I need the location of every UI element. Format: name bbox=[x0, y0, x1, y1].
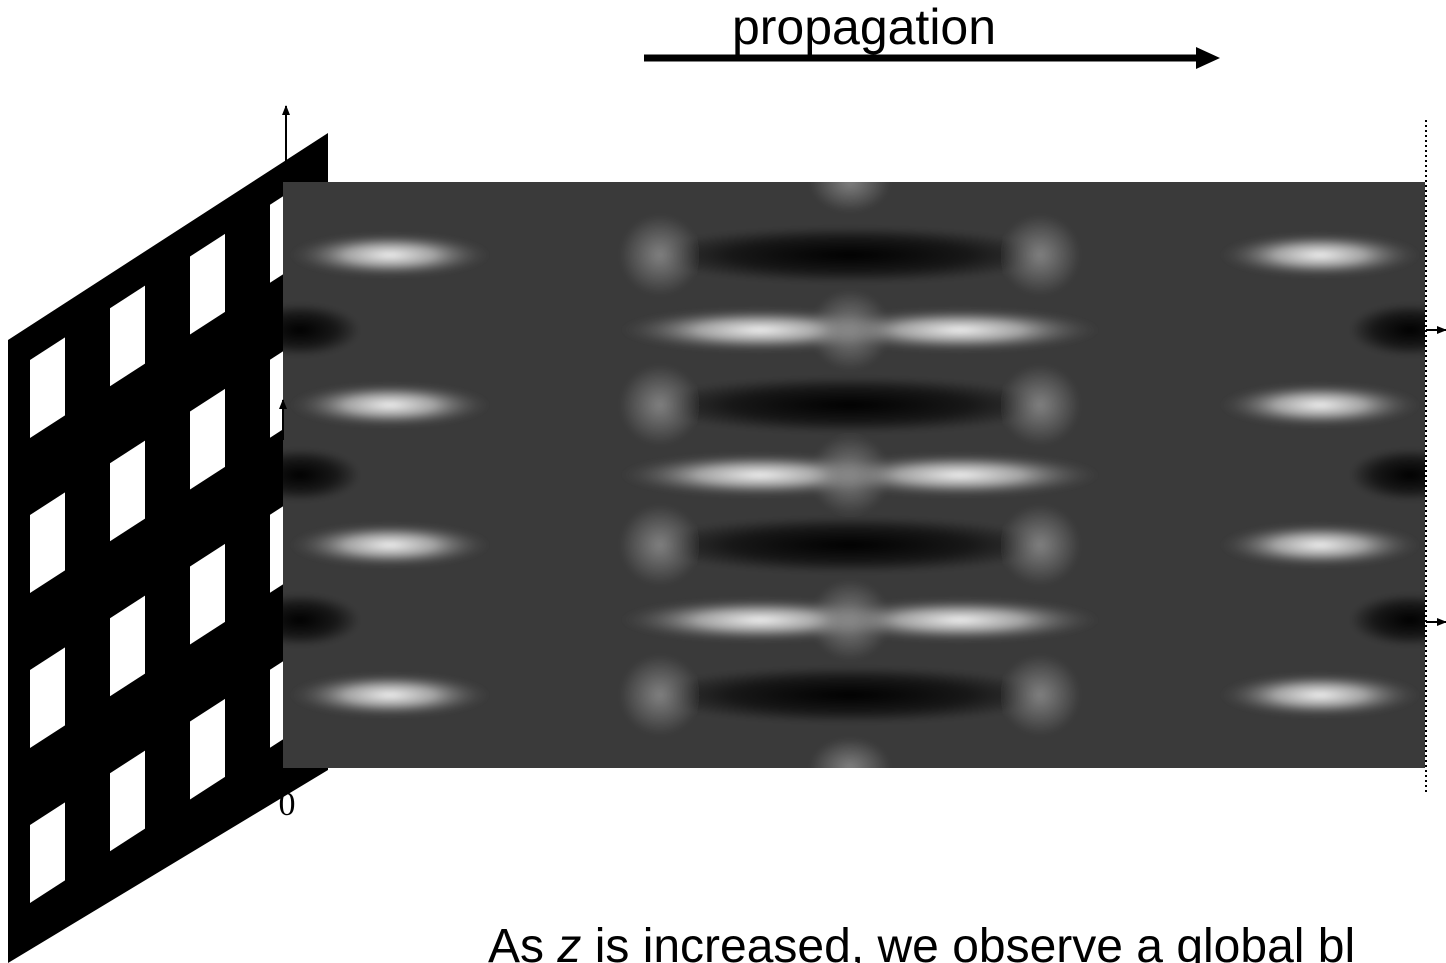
bright-fringe bbox=[1220, 523, 1420, 567]
dark-node bbox=[650, 667, 1050, 723]
dark-node bbox=[650, 227, 1050, 283]
grey-diamond bbox=[810, 435, 890, 515]
grey-diamond bbox=[810, 738, 890, 798]
grey-diamond bbox=[620, 215, 700, 295]
caption-part: is increased, we observe a global bl bbox=[581, 920, 1355, 963]
caption-part: As bbox=[488, 920, 557, 963]
grey-diamond bbox=[620, 505, 700, 585]
bright-fringe bbox=[290, 523, 490, 567]
grey-diamond bbox=[620, 655, 700, 735]
bright-fringe bbox=[290, 673, 490, 717]
grey-diamond bbox=[810, 580, 890, 660]
diagram: propagation 0 As z is increased, we obse… bbox=[0, 0, 1446, 963]
page: {"header": {"title": "propagation"}, "ax… bbox=[0, 0, 1446, 963]
caption: As z is increased, we observe a global b… bbox=[488, 920, 1355, 963]
grating-mask bbox=[8, 133, 328, 963]
grey-diamond bbox=[810, 152, 890, 212]
dark-node bbox=[650, 377, 1050, 433]
propagation-label: propagation bbox=[732, 0, 996, 55]
bright-fringe bbox=[1220, 383, 1420, 427]
caption-part: z bbox=[556, 920, 581, 963]
propagation-arrow-head bbox=[1196, 47, 1220, 69]
bright-fringe bbox=[290, 233, 490, 277]
grey-diamond bbox=[1000, 505, 1080, 585]
grey-diamond bbox=[1000, 365, 1080, 445]
bright-fringe bbox=[1220, 673, 1420, 717]
grey-diamond bbox=[1000, 655, 1080, 735]
origin-label: 0 bbox=[279, 786, 296, 823]
grey-diamond bbox=[810, 290, 890, 370]
bright-fringe bbox=[290, 383, 490, 427]
grey-diamond bbox=[620, 365, 700, 445]
talbot-carpet bbox=[240, 152, 1446, 798]
dark-node bbox=[650, 517, 1050, 573]
bright-fringe bbox=[1220, 233, 1420, 277]
grey-diamond bbox=[1000, 215, 1080, 295]
